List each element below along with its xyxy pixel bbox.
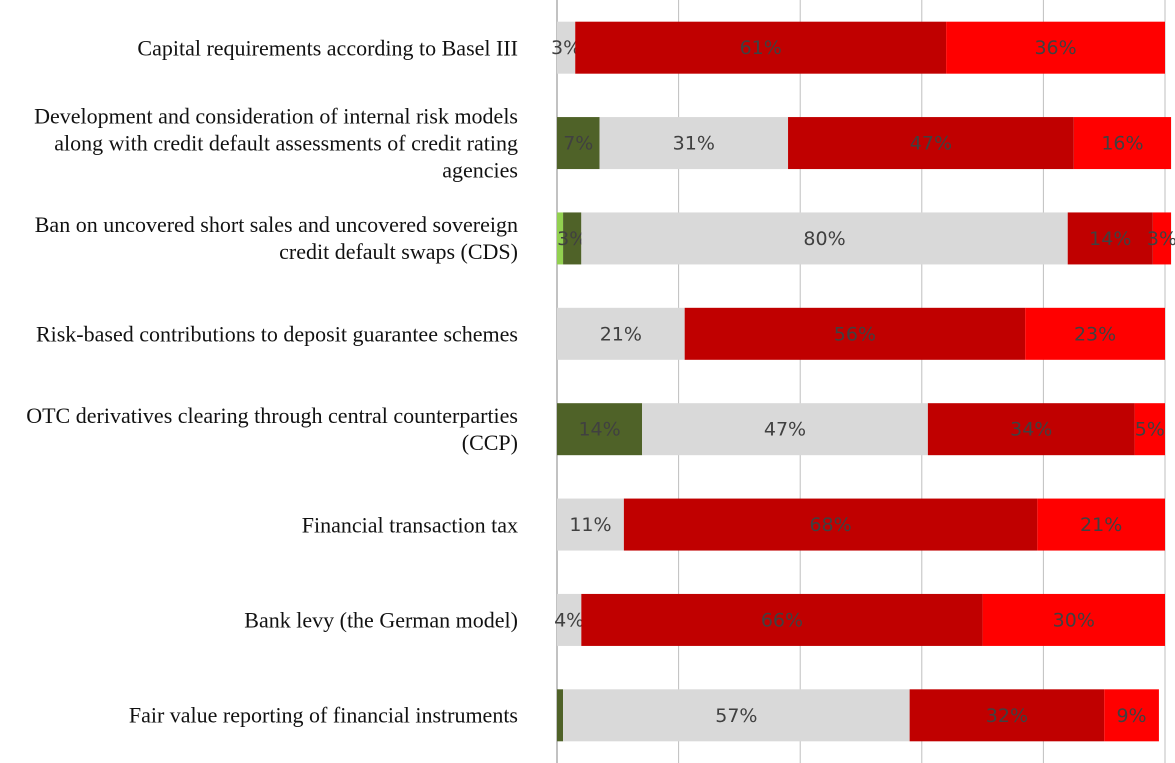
data-label: 31% bbox=[673, 133, 715, 155]
bar-segment bbox=[909, 689, 1105, 742]
bar-segment bbox=[599, 117, 789, 170]
bar-segment bbox=[1104, 689, 1159, 742]
bar-segment bbox=[581, 593, 983, 646]
category-label: OTC derivatives clearing through central… bbox=[26, 403, 518, 456]
data-label: 4% bbox=[554, 609, 584, 631]
category-label: Development and consideration of interna… bbox=[34, 103, 518, 183]
bar-segment bbox=[642, 403, 928, 456]
bar-segment bbox=[563, 212, 582, 265]
data-label: 32% bbox=[986, 705, 1028, 727]
data-label: 30% bbox=[1053, 609, 1095, 631]
data-label: 14% bbox=[578, 419, 620, 441]
bar-segment bbox=[1073, 117, 1172, 170]
data-label: 9% bbox=[1116, 705, 1146, 727]
category-label: Bank levy (the German model) bbox=[244, 607, 518, 633]
bar-segment bbox=[788, 117, 1074, 170]
data-label: 61% bbox=[740, 37, 782, 59]
bar-segment bbox=[1152, 212, 1172, 265]
data-label: 56% bbox=[834, 323, 876, 345]
category-label: Financial transaction tax bbox=[301, 512, 518, 538]
bar-segment bbox=[581, 212, 1068, 265]
bar-segment bbox=[557, 117, 600, 170]
bar-segment bbox=[557, 21, 576, 74]
data-label: 47% bbox=[764, 419, 806, 441]
bar-segment bbox=[982, 593, 1165, 646]
data-label: 3% bbox=[557, 228, 587, 250]
category-label: Risk-based contributions to deposit guar… bbox=[35, 321, 518, 347]
bar-segment bbox=[623, 498, 1038, 551]
bar-segment bbox=[946, 21, 1165, 74]
bar-segment bbox=[557, 689, 564, 742]
data-label: 66% bbox=[761, 609, 803, 631]
category-label: Ban on uncovered short sales and uncover… bbox=[34, 212, 518, 265]
bar-segment bbox=[563, 689, 910, 742]
data-label: 47% bbox=[910, 133, 952, 155]
bar-segment bbox=[1025, 307, 1165, 360]
bar-segment bbox=[557, 307, 685, 360]
data-label: 3% bbox=[1147, 228, 1175, 250]
data-label: 5% bbox=[1135, 419, 1165, 441]
data-label: 3% bbox=[551, 37, 581, 59]
data-label: 34% bbox=[1010, 419, 1052, 441]
category-label: Capital requirements according to Basel … bbox=[137, 35, 518, 61]
data-label: 23% bbox=[1074, 323, 1116, 345]
bar-segment bbox=[1037, 498, 1165, 551]
data-label: 11% bbox=[569, 514, 611, 536]
data-label: 14% bbox=[1089, 228, 1131, 250]
data-label: 21% bbox=[600, 323, 642, 345]
category-label: Fair value reporting of financial instru… bbox=[128, 702, 518, 728]
bar-segment bbox=[557, 593, 582, 646]
bar-segment bbox=[1067, 212, 1153, 265]
data-label: 68% bbox=[809, 514, 851, 536]
data-label: 16% bbox=[1101, 133, 1143, 155]
bar-segment bbox=[557, 212, 564, 265]
data-label: 7% bbox=[563, 133, 593, 155]
data-label: 80% bbox=[803, 228, 845, 250]
data-label: 36% bbox=[1034, 37, 1076, 59]
data-label: 21% bbox=[1080, 514, 1122, 536]
bar-segment bbox=[557, 403, 643, 456]
bar-segment bbox=[557, 498, 624, 551]
bar-segment bbox=[927, 403, 1135, 456]
bar-segment bbox=[1134, 403, 1165, 456]
data-label: 57% bbox=[715, 705, 757, 727]
bar-segment bbox=[684, 307, 1026, 360]
bar-segment bbox=[575, 21, 947, 74]
